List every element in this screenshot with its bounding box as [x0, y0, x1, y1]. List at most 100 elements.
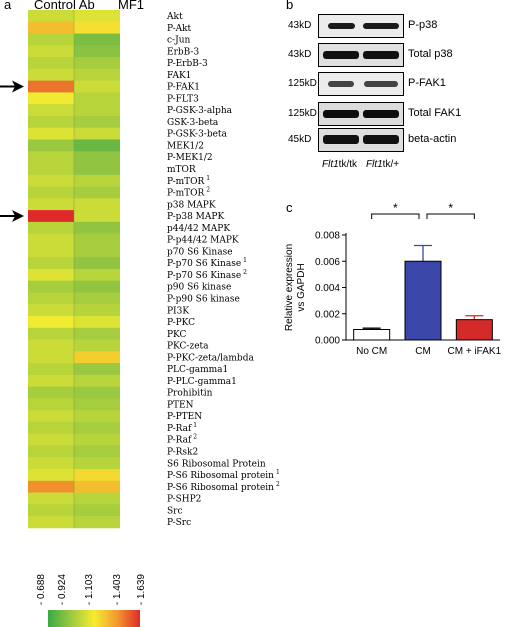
heatmap-row-label: Akt	[166, 12, 183, 22]
blot-band	[323, 135, 359, 144]
heatmap-row-label: c-Jun	[167, 36, 190, 46]
blot-kd-label: 43kD	[288, 20, 312, 31]
blot-kd-label: 45kD	[288, 134, 312, 145]
heatmap-row-label: P-Akt	[167, 24, 192, 34]
heatmap-row-label: PTEN	[167, 400, 194, 410]
heatmap-cell	[28, 233, 74, 246]
heatmap-cell	[74, 280, 120, 293]
x-tick-label: CM	[415, 346, 431, 357]
blot-kd-label: 43kD	[288, 49, 312, 60]
panel-c-letter: c	[286, 200, 293, 215]
heatmap-cell	[28, 516, 74, 529]
blot-image	[318, 102, 404, 126]
blot-protein-label: P-p38	[408, 19, 438, 31]
heatmap-cell	[74, 351, 120, 364]
heatmap-cell	[74, 480, 120, 493]
heatmap-cell	[74, 469, 120, 482]
bar	[455, 319, 493, 341]
heatmap-cell	[74, 127, 120, 140]
scale-tick-label: - 1.403	[112, 574, 123, 606]
blot-protein-label: P-FAK1	[408, 77, 446, 89]
heatmap-row-label: Prohibitin	[167, 389, 213, 399]
heatmap-cell	[74, 410, 120, 423]
heatmap-cell	[28, 469, 74, 482]
column-header-mf1: MF1	[118, 0, 144, 12]
heatmap-row-label: P-PLC-gamma1	[167, 377, 237, 387]
heatmap-row-label: P-mTOR 1	[167, 175, 210, 187]
heatmap-row-label: ErbB-3	[167, 47, 199, 57]
heatmap-cell	[74, 374, 120, 388]
heatmap-cell	[74, 233, 120, 246]
heatmap-cell	[74, 386, 120, 399]
heatmap-cell	[74, 363, 120, 376]
blot-band	[328, 80, 354, 87]
heatmap-row-label: P-Src	[167, 518, 191, 528]
heatmap-row-label: P-FAK1	[167, 83, 200, 93]
heatmap-row-label: GSK-3-beta	[167, 118, 219, 128]
heatmap-row-label: P-Rsk2	[167, 447, 198, 457]
heatmap-cell	[74, 33, 120, 46]
heatmap-cell	[28, 410, 74, 423]
heatmap-row-label: p70 S6 Kinase	[167, 247, 233, 257]
heatmap-cell	[74, 163, 120, 176]
heatmap-row-label: P-ErbB-3	[167, 59, 208, 69]
heatmap-cell	[28, 480, 74, 493]
heatmap-row-label: PKC-zeta	[167, 342, 209, 352]
heatmap-cell	[28, 221, 74, 235]
heatmap-cell	[28, 92, 74, 105]
y-tick-label: 0.000	[315, 336, 340, 347]
heatmap-cell	[28, 268, 74, 282]
heatmap-cell	[74, 80, 120, 93]
heatmap-cell	[28, 304, 74, 317]
heatmap-row-label: P-PTEN	[167, 412, 202, 422]
heatmap-cell	[74, 268, 120, 282]
heatmap-cell	[74, 115, 120, 129]
heatmap-cell	[74, 316, 120, 329]
arrow-head-icon	[12, 209, 24, 222]
heatmap-cell	[28, 245, 74, 258]
heatmap-row-label: PKC	[167, 330, 187, 340]
blot-image	[318, 72, 404, 96]
heatmap-cell	[28, 174, 74, 187]
heatmap-cell	[28, 351, 74, 364]
heatmap-row-label: P-p70 S6 Kinase 1	[167, 257, 247, 269]
genotype-label-1: Flt1tk/tk	[322, 159, 358, 170]
heatmap-cell	[28, 21, 74, 34]
y-axis-label-line2: vs GAPDH	[296, 263, 307, 311]
bar	[353, 329, 391, 341]
heatmap-row-label: P-Raf 2	[167, 434, 197, 446]
y-tick-label: 0.008	[315, 231, 340, 242]
heatmap-cell	[28, 186, 74, 199]
color-scale-bar	[48, 610, 140, 627]
heatmap-row-label: P-p70 S6 Kinase 2	[167, 269, 247, 281]
heatmap-cell	[74, 186, 120, 199]
bar	[404, 260, 442, 341]
heatmap-row-label: P-S6 Ribosomal protein 1	[167, 469, 280, 481]
heatmap-cell	[74, 21, 120, 34]
heatmap-cell	[74, 57, 120, 70]
heatmap-row-label: P-PKC	[167, 318, 195, 328]
blot-band	[327, 22, 355, 29]
heatmap-cell	[74, 45, 120, 58]
blot-band	[363, 135, 399, 144]
x-tick-label: No CM	[356, 346, 387, 357]
heatmap-cell	[28, 457, 74, 470]
heatmap-row-label: P-S6 Ribosomal protein 2	[167, 481, 280, 493]
heatmap-cell	[28, 80, 74, 93]
heatmap-cell	[28, 316, 74, 329]
blot-band	[323, 109, 359, 118]
blot-image	[318, 14, 404, 38]
heatmap-cell	[74, 398, 120, 411]
heatmap-row-label: P-mTOR 2	[167, 187, 210, 199]
heatmap-cell	[74, 504, 120, 517]
heatmap-cell	[28, 433, 74, 446]
heatmap-cell	[28, 292, 74, 305]
blot-protein-label: beta-actin	[408, 133, 457, 145]
heatmap-cell	[28, 10, 74, 23]
scale-tick-label: - 1.639	[136, 574, 147, 606]
heatmap-cell	[74, 151, 120, 164]
heatmap-cell	[28, 504, 74, 517]
blot-protein-label: Total p38	[408, 48, 453, 60]
heatmap-row-label: P-GSK-3-beta	[167, 130, 228, 140]
